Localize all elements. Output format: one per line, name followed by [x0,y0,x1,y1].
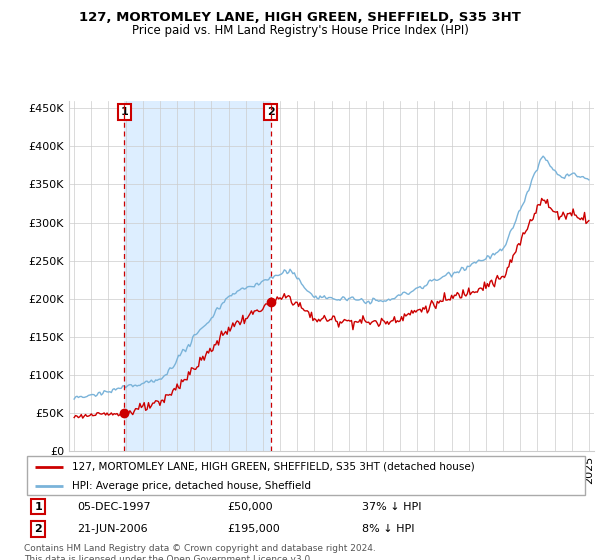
Text: 05-DEC-1997: 05-DEC-1997 [77,502,151,511]
Text: Price paid vs. HM Land Registry's House Price Index (HPI): Price paid vs. HM Land Registry's House … [131,24,469,36]
Text: 37% ↓ HPI: 37% ↓ HPI [362,502,422,511]
Text: 127, MORTOMLEY LANE, HIGH GREEN, SHEFFIELD, S35 3HT (detached house): 127, MORTOMLEY LANE, HIGH GREEN, SHEFFIE… [72,461,475,472]
Text: 2: 2 [34,524,42,534]
Text: £50,000: £50,000 [227,502,272,511]
Text: Contains HM Land Registry data © Crown copyright and database right 2024.
This d: Contains HM Land Registry data © Crown c… [24,544,376,560]
Text: 8% ↓ HPI: 8% ↓ HPI [362,524,415,534]
FancyBboxPatch shape [27,456,585,495]
Text: 1: 1 [121,107,128,117]
Text: 21-JUN-2006: 21-JUN-2006 [77,524,148,534]
Text: HPI: Average price, detached house, Sheffield: HPI: Average price, detached house, Shef… [72,480,311,491]
Text: £195,000: £195,000 [227,524,280,534]
Text: 2: 2 [267,107,275,117]
Text: 127, MORTOMLEY LANE, HIGH GREEN, SHEFFIELD, S35 3HT: 127, MORTOMLEY LANE, HIGH GREEN, SHEFFIE… [79,11,521,24]
Text: 1: 1 [34,502,42,511]
Bar [124,101,271,451]
